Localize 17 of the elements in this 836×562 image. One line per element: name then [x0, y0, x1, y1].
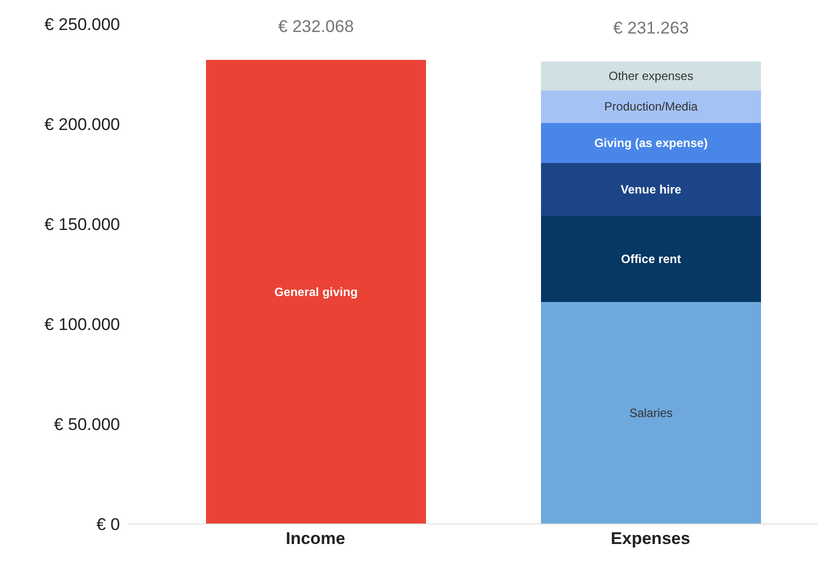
- series-label: Production/Media: [604, 100, 698, 114]
- y-tick-label: € 200.000: [44, 115, 120, 134]
- series-label: Office rent: [620, 252, 682, 266]
- y-tick-label: € 250.000: [44, 15, 120, 34]
- total-label: € 232.068: [278, 16, 354, 36]
- x-tick-label: Expenses: [610, 529, 690, 548]
- total-label: € 231.263: [613, 18, 689, 38]
- series-label: Venue hire: [620, 182, 682, 196]
- series-label: Salaries: [629, 406, 673, 420]
- series-label: Other expenses: [608, 68, 694, 83]
- series-label: Giving (as expense): [594, 136, 708, 150]
- series-label: General giving: [274, 284, 358, 299]
- y-tick-label: € 150.000: [44, 215, 120, 234]
- y-tick-label: € 100.000: [44, 315, 120, 334]
- x-tick-label: Income: [286, 529, 346, 548]
- y-tick-label: € 50.000: [54, 415, 120, 434]
- y-tick-label: € 0: [96, 515, 120, 534]
